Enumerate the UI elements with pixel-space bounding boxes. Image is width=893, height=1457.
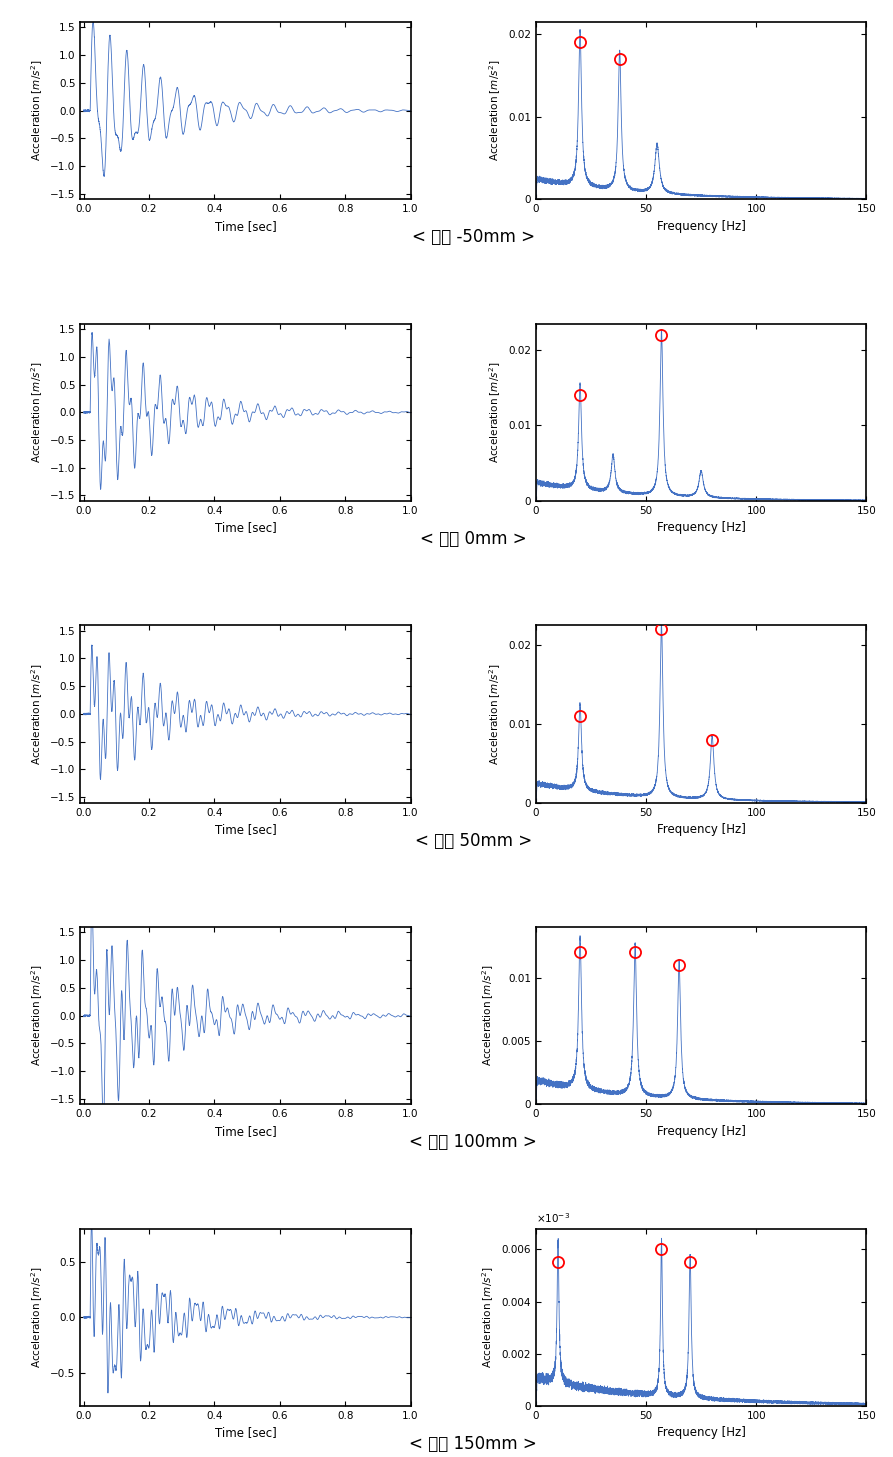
Text: < 근입 150mm >: < 근입 150mm > bbox=[409, 1435, 538, 1453]
X-axis label: Frequency [Hz]: Frequency [Hz] bbox=[656, 220, 746, 233]
X-axis label: Time [sec]: Time [sec] bbox=[214, 823, 276, 836]
Y-axis label: Acceleration [$m/s^{2}$]: Acceleration [$m/s^{2}$] bbox=[29, 965, 45, 1067]
Text: < 근입 0mm >: < 근입 0mm > bbox=[420, 530, 527, 548]
Y-axis label: Acceleration [$m/s^{2}$]: Acceleration [$m/s^{2}$] bbox=[480, 965, 497, 1067]
Y-axis label: Acceleration [$m/s^{2}$]: Acceleration [$m/s^{2}$] bbox=[487, 361, 503, 463]
X-axis label: Frequency [Hz]: Frequency [Hz] bbox=[656, 522, 746, 535]
Text: < 근입 100mm >: < 근입 100mm > bbox=[409, 1134, 538, 1151]
Text: < 근입 -50mm >: < 근입 -50mm > bbox=[412, 229, 535, 246]
Y-axis label: Acceleration [$m/s^{2}$]: Acceleration [$m/s^{2}$] bbox=[487, 663, 503, 765]
X-axis label: Time [sec]: Time [sec] bbox=[214, 522, 276, 535]
X-axis label: Time [sec]: Time [sec] bbox=[214, 1426, 276, 1440]
Y-axis label: Acceleration [$m/s^{2}$]: Acceleration [$m/s^{2}$] bbox=[29, 361, 45, 463]
X-axis label: Frequency [Hz]: Frequency [Hz] bbox=[656, 823, 746, 836]
Y-axis label: Acceleration [$m/s^{2}$]: Acceleration [$m/s^{2}$] bbox=[29, 1266, 45, 1368]
X-axis label: Frequency [Hz]: Frequency [Hz] bbox=[656, 1125, 746, 1138]
Text: $\times10^{-3}$: $\times10^{-3}$ bbox=[536, 1211, 570, 1225]
X-axis label: Time [sec]: Time [sec] bbox=[214, 1125, 276, 1138]
Y-axis label: Acceleration [$m/s^{2}$]: Acceleration [$m/s^{2}$] bbox=[29, 663, 45, 765]
Y-axis label: Acceleration [$m/s^{2}$]: Acceleration [$m/s^{2}$] bbox=[29, 60, 45, 162]
Y-axis label: Acceleration [$m/s^{2}$]: Acceleration [$m/s^{2}$] bbox=[480, 1266, 497, 1368]
Y-axis label: Acceleration [$m/s^{2}$]: Acceleration [$m/s^{2}$] bbox=[487, 60, 503, 162]
X-axis label: Time [sec]: Time [sec] bbox=[214, 220, 276, 233]
Text: < 근입 50mm >: < 근입 50mm > bbox=[414, 832, 532, 849]
X-axis label: Frequency [Hz]: Frequency [Hz] bbox=[656, 1426, 746, 1440]
